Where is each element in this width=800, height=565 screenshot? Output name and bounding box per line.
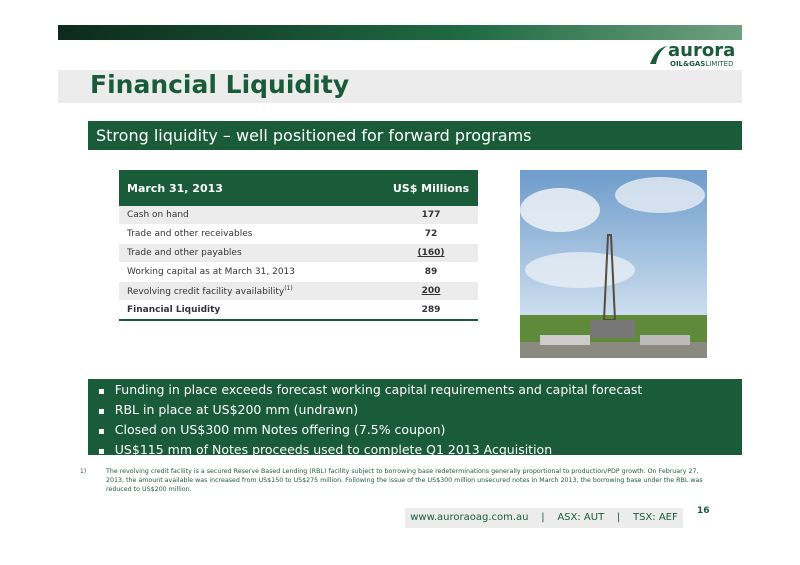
bullet: RBL in place at US$200 mm (undrawn) bbox=[98, 401, 742, 421]
logo: aurora OIL&GASLIMITED bbox=[648, 40, 742, 70]
row-value: 289 bbox=[384, 300, 478, 321]
row-label-text: Working capital as at March 31, 2013 bbox=[127, 267, 295, 277]
photo bbox=[520, 170, 707, 358]
table: March 31, 2013 US$ Millions Cash on hand 17… bbox=[119, 170, 478, 321]
header-cell: US$ Millions bbox=[384, 170, 478, 206]
footnote: The revolving credit facility is a secur… bbox=[106, 468, 703, 493]
logo-sub: OIL&GASLIMITED bbox=[670, 60, 734, 68]
logo-name: aurora bbox=[668, 40, 736, 61]
logo-mark bbox=[650, 46, 667, 64]
row-value-text: (160) bbox=[417, 248, 445, 258]
footnote-ref: (1) bbox=[284, 285, 293, 292]
bullet: Funding in place exceeds forecast workin… bbox=[98, 381, 742, 401]
row-value: 89 bbox=[384, 262, 478, 282]
header-cell: March 31, 2013 bbox=[119, 170, 384, 206]
row-label: Revolving credit facility availability(1… bbox=[119, 281, 384, 301]
row-value: (160) bbox=[384, 243, 478, 263]
bullet-list: Funding in place exceeds forecast workin… bbox=[88, 379, 742, 457]
table-row: Revolving credit facility availability(1… bbox=[119, 281, 478, 301]
row-label: Cash on hand bbox=[119, 206, 384, 225]
row-label-text: Trade and other payables bbox=[127, 248, 242, 258]
row-label-text: Revolving credit facility availability bbox=[127, 287, 285, 297]
row-label: Trade and other payables bbox=[119, 243, 384, 263]
row-label-text: Cash on hand bbox=[127, 210, 189, 220]
row-value: 177 bbox=[384, 206, 478, 225]
table-row: Financial Liquidity 289 bbox=[119, 300, 478, 321]
logo-sub-main: OIL&GAS bbox=[670, 60, 706, 68]
table-row: Trade and other receivables 72 bbox=[119, 224, 478, 244]
row-value-text: 289 bbox=[421, 305, 441, 315]
row-value: 72 bbox=[384, 224, 478, 244]
logo-sub-2: LIMITED bbox=[705, 60, 734, 68]
table-row: Cash on hand 177 bbox=[119, 206, 478, 225]
row-value-text: 89 bbox=[424, 267, 438, 277]
top-bar bbox=[58, 25, 742, 40]
row-label: Financial Liquidity bbox=[119, 300, 384, 321]
row-value-text: 200 bbox=[421, 286, 441, 296]
page-number: 16 bbox=[697, 506, 710, 516]
footnote-marker: 1) bbox=[80, 468, 87, 475]
row-label-text: Trade and other receivables bbox=[127, 229, 253, 239]
title-band bbox=[58, 70, 742, 103]
row-label-text: Financial Liquidity bbox=[127, 305, 221, 315]
row-label: Working capital as at March 31, 2013 bbox=[119, 262, 384, 282]
table-header: March 31, 2013 US$ Millions bbox=[119, 170, 478, 206]
footer: www.auroraoag.com.au | ASX: AUT | TSX: A… bbox=[405, 508, 683, 528]
banner: Strong liquidity – well positioned for f… bbox=[88, 121, 742, 150]
row-value-text: 72 bbox=[424, 229, 438, 239]
title: Financial Liquidity bbox=[90, 70, 350, 99]
row-value: 200 bbox=[384, 281, 478, 301]
table-row: Working capital as at March 31, 2013 89 bbox=[119, 262, 478, 282]
table-row: Trade and other payables (160) bbox=[119, 243, 478, 263]
row-value-text: 177 bbox=[421, 210, 441, 220]
row-label: Trade and other receivables bbox=[119, 224, 384, 244]
bullet: Closed on US$300 mm Notes offering (7.5%… bbox=[98, 421, 742, 441]
bullet: US$115 mm of Notes proceeds used to comp… bbox=[98, 441, 742, 461]
